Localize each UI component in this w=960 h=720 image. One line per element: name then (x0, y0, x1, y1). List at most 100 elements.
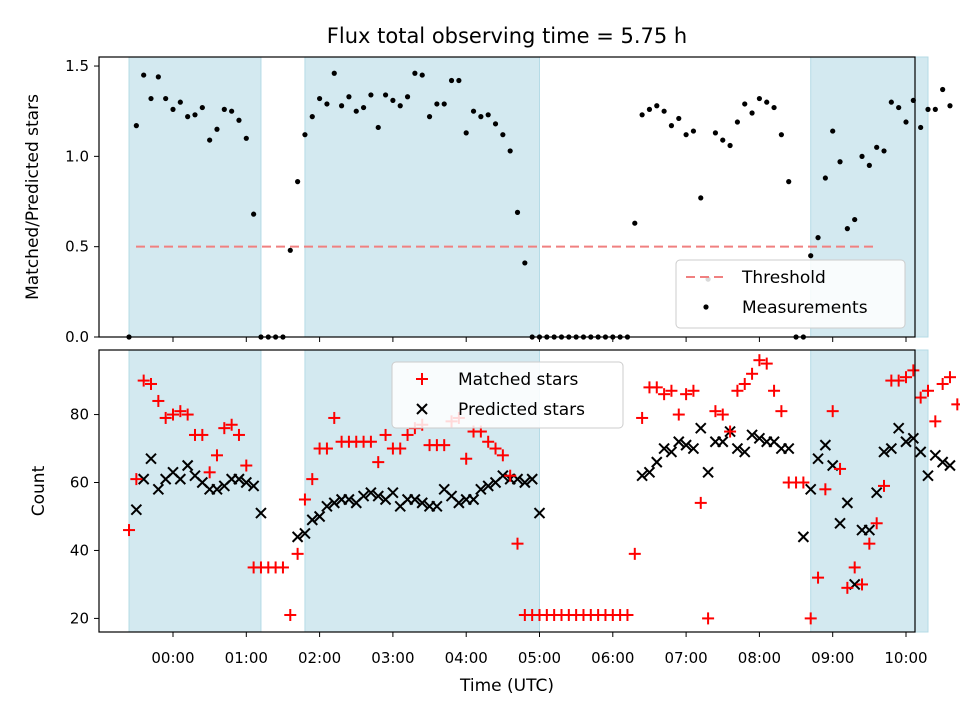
measurement-point (500, 132, 506, 138)
predicted-stars-point (665, 446, 678, 458)
matched-stars-point (753, 354, 766, 367)
measurement-point (683, 132, 689, 138)
matched-stars-point (196, 428, 209, 441)
predicted-stars-point (936, 456, 949, 468)
measurement-point (749, 110, 755, 116)
predicted-stars-point (651, 456, 663, 468)
predicted-stars-point (519, 476, 531, 489)
matched-stars-point (804, 612, 817, 625)
matched-stars-point (306, 473, 319, 486)
measurement-point (639, 112, 645, 118)
measurement-point (141, 72, 147, 78)
matched-stars-point (907, 364, 920, 377)
predicted-stars-point (914, 446, 927, 458)
measurement-point (309, 114, 315, 120)
matched-stars-point (702, 612, 715, 625)
predicted-stars-point (695, 422, 707, 434)
top-y-ticks: 0.0 0.5 1.0 1.5 (65, 57, 99, 346)
x-tick-label: 04:00 (445, 649, 488, 667)
measurement-point (317, 95, 323, 102)
observing-window (128, 349, 262, 633)
measurement-point (808, 253, 814, 259)
predicted-stars-point (892, 422, 905, 434)
matched-stars-point (284, 609, 297, 622)
predicted-stars-point (731, 442, 744, 455)
measurement-point (155, 74, 161, 80)
top-y-tick-label: 0.0 (65, 328, 89, 346)
predicted-stars-point (416, 497, 428, 509)
measurement-point (251, 211, 257, 217)
measurement-point (932, 106, 938, 112)
matched-stars-point (320, 442, 333, 455)
matched-stars-point (496, 449, 509, 462)
matched-stars-point (394, 442, 407, 455)
predicted-stars-point (291, 531, 304, 543)
x-tick-label: 05:00 (518, 649, 561, 667)
matched-stars-point (834, 462, 847, 475)
measurement-point (214, 126, 220, 132)
measurement-point (456, 77, 462, 84)
matched-stars-point (870, 517, 883, 530)
bottom-legend: Matched stars Predicted stars (391, 361, 624, 429)
matched-stars-point (819, 483, 832, 496)
matched-stars-point (768, 384, 781, 397)
measurement-point (918, 124, 924, 131)
matched-stars-point (137, 374, 150, 387)
x-axis-label: Time (UTC) (459, 676, 554, 696)
predicted-stars-point (431, 500, 443, 512)
measurement-point (397, 103, 403, 109)
chart-title: Flux total observing time = 5.75 h (327, 24, 687, 48)
top-panel: 0.0 0.5 1.0 1.5 Matched/Predicted stars Thr… (23, 56, 953, 346)
predicted-stars-point (357, 490, 370, 502)
measurement-point (837, 159, 843, 165)
legend-measurements-swatch (703, 304, 709, 310)
matched-stars-point (914, 391, 927, 404)
predicted-stars-point (247, 480, 260, 492)
top-plot-frame (98, 56, 916, 338)
measurement-point (485, 112, 491, 118)
predicted-stars-point (313, 510, 326, 523)
bottom-y-axis-label: Count (29, 465, 49, 516)
matched-stars-point (482, 435, 495, 448)
matched-stars-point (812, 571, 825, 584)
predicted-stars-point (482, 480, 494, 492)
measurement-point (463, 130, 469, 136)
top-y-tick-label: 0.5 (65, 238, 89, 256)
predicted-stars-point (673, 436, 685, 448)
measurement-point (426, 114, 433, 120)
matched-stars-point (826, 405, 839, 418)
x-tick-label: 09:00 (811, 649, 854, 667)
matched-stars-point (797, 476, 810, 489)
legend-matched-label: Matched stars (458, 370, 578, 390)
matched-stars-point (841, 581, 854, 594)
predicted-stars-point (387, 486, 399, 499)
predicted-stars-point (365, 486, 377, 499)
measurement-point (690, 128, 697, 134)
measurement-point (742, 101, 748, 107)
measurement-point (163, 95, 169, 102)
predicted-stars-point (805, 483, 817, 496)
measurement-point (661, 108, 667, 114)
matched-stars-point (665, 384, 678, 397)
matched-stars-point (658, 388, 671, 401)
matched-stars-point (951, 398, 960, 411)
measurement-point (632, 220, 638, 226)
predicted-stars-point (526, 473, 538, 485)
legend-measurements-label: Measurements (742, 298, 868, 318)
predicted-stars-point (863, 524, 876, 536)
matched-stars-point (232, 428, 245, 441)
matched-stars-point (174, 405, 187, 418)
predicted-stars-point (643, 466, 656, 479)
matched-stars-point (856, 578, 869, 591)
measurement-point (434, 101, 440, 107)
matched-stars-point (929, 415, 942, 428)
bottom-y-tick-label: 80 (70, 406, 89, 424)
matched-stars-point (775, 405, 788, 418)
measurement-point (346, 94, 352, 100)
measurement-point (360, 104, 367, 111)
matched-stars-point (218, 422, 231, 435)
measurement-point (940, 86, 946, 93)
observing-window (304, 56, 540, 338)
measurement-point (815, 235, 821, 241)
x-tick-label: 02:00 (298, 649, 341, 667)
